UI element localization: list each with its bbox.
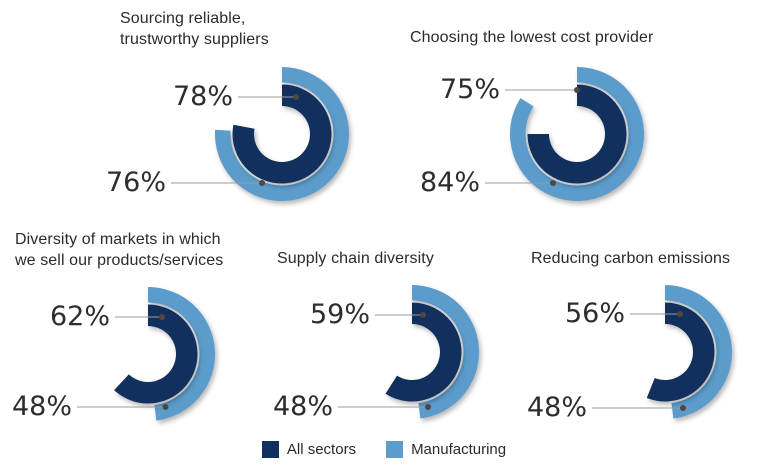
manufacturing-value-label: 48% <box>272 391 333 422</box>
all-sectors-ring <box>646 302 715 402</box>
leader-dot-manufacturing <box>162 404 169 410</box>
donut-chart-1 <box>485 67 645 201</box>
manufacturing-value-label: 76% <box>105 167 166 198</box>
all-sectors-swatch <box>261 441 279 458</box>
legend-item-all-sectors: All sectors <box>261 441 357 458</box>
leader-dot-manufacturing <box>425 404 431 410</box>
leader-dot-all-sectors <box>574 87 580 93</box>
manufacturing-value-label: 84% <box>419 167 480 198</box>
all-sectors-value-label: 75% <box>439 74 500 105</box>
all-sectors-ring <box>527 84 627 184</box>
donut-chart-3 <box>338 285 479 419</box>
all-sectors-value-label: 78% <box>172 81 233 112</box>
all-sectors-value-label: 59% <box>309 299 370 330</box>
donut-chart-4 <box>592 285 732 419</box>
chart-title-reducing-carbon-emissions: Reducing carbon emissions <box>531 250 731 267</box>
manufacturing-swatch <box>386 441 404 458</box>
leader-dot-manufacturing <box>550 180 556 186</box>
manufacturing-ring <box>665 285 732 419</box>
all-sectors-value-label: 62% <box>49 301 110 332</box>
all-sectors-ring <box>114 304 198 404</box>
legend-item-manufacturing: Manufacturing <box>386 441 506 458</box>
leader-dot-all-sectors <box>677 311 683 317</box>
manufacturing-ring <box>148 287 215 421</box>
leader-dot-manufacturing <box>680 405 686 411</box>
leader-dot-all-sectors <box>420 312 426 318</box>
manufacturing-value-label: 48% <box>526 392 587 423</box>
all-sectors-value-label: 56% <box>564 298 625 329</box>
leader-dot-all-sectors <box>159 314 165 320</box>
all-sectors-ring <box>232 84 332 184</box>
leader-dot-all-sectors <box>293 94 299 100</box>
donut-chart-2 <box>77 287 215 421</box>
legend: All sectors Manufacturing <box>0 441 768 458</box>
all-sectors-ring <box>385 302 462 402</box>
manufacturing-ring <box>412 285 479 419</box>
chart-title-supply-chain-diversity: Supply chain diversity <box>277 250 434 267</box>
manufacturing-value-label: 48% <box>11 391 72 422</box>
legend-label-all-sectors: All sectors <box>286 441 357 458</box>
leader-dot-manufacturing <box>259 180 265 186</box>
chart-title-lowest-cost-provider: Choosing the lowest cost provider <box>410 29 654 46</box>
legend-label-manufacturing: Manufacturing <box>411 441 507 458</box>
chart-title-sourcing-suppliers: Sourcing reliable, trustworthy suppliers <box>120 10 269 48</box>
donut-chart-0 <box>171 67 349 202</box>
chart-title-diversity-of-markets: Diversity of markets in which we sell ou… <box>15 231 224 269</box>
